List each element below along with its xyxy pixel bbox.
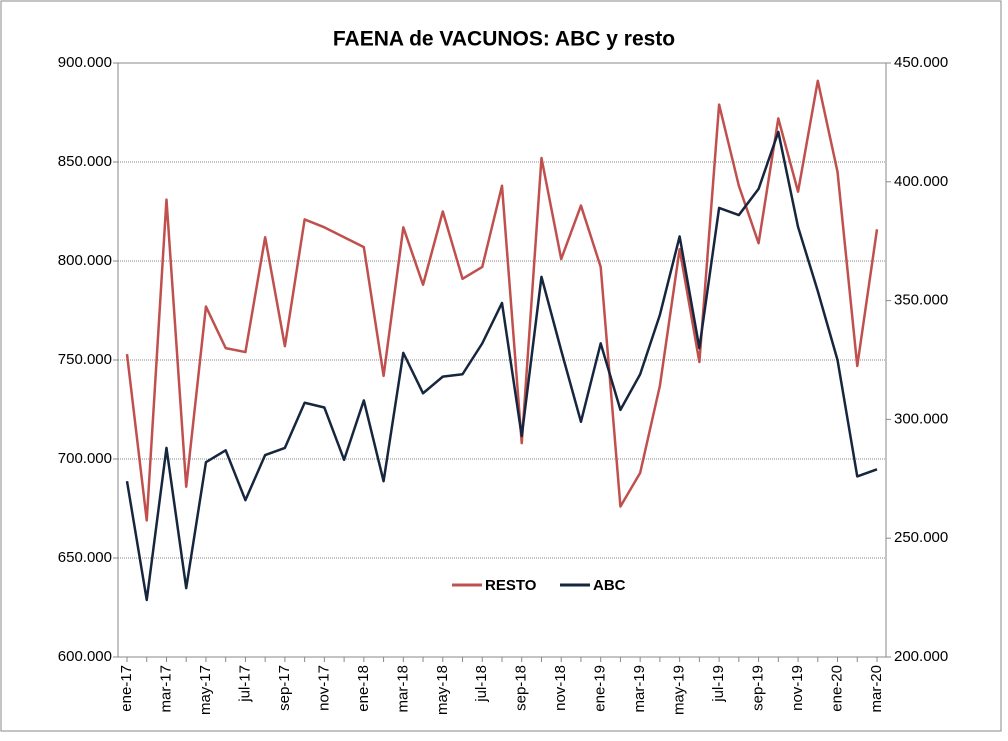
y-tick-label: 650.000 xyxy=(58,549,112,566)
chart-title: FAENA de VACUNOS: ABC y resto xyxy=(333,28,675,51)
x-tick-label: jul-19 xyxy=(710,665,727,703)
y2-tick-label: 450.000 xyxy=(894,54,948,71)
y-tick-label: 750.000 xyxy=(58,351,112,368)
x-tick-label: mar-19 xyxy=(631,665,648,713)
x-tick-label: ene-19 xyxy=(592,665,609,712)
y2-tick-label: 350.000 xyxy=(894,292,948,309)
x-tick-label: mar-18 xyxy=(394,665,411,713)
x-tick-label: may-17 xyxy=(197,665,214,715)
y-tick-label: 850.000 xyxy=(58,153,112,170)
y2-tick-label: 400.000 xyxy=(894,173,948,190)
y-tick-label: 600.000 xyxy=(58,648,112,665)
legend-label: ABC xyxy=(593,577,626,594)
y2-tick-label: 200.000 xyxy=(894,648,948,665)
y2-tick-label: 300.000 xyxy=(894,410,948,427)
x-tick-label: ene-20 xyxy=(828,665,845,712)
x-tick-label: mar-20 xyxy=(868,665,885,713)
x-tick-label: nov-18 xyxy=(552,665,569,711)
x-tick-label: may-19 xyxy=(671,665,688,715)
x-tick-label: sep-18 xyxy=(513,665,530,711)
y2-tick-label: 250.000 xyxy=(894,529,948,546)
legend-label: RESTO xyxy=(485,577,537,594)
y-tick-label: 800.000 xyxy=(58,252,112,269)
x-tick-label: may-18 xyxy=(434,665,451,715)
y-tick-label: 900.000 xyxy=(58,54,112,71)
series-line xyxy=(125,130,878,602)
x-tick-label: jul-17 xyxy=(236,665,253,703)
x-tick-label: sep-17 xyxy=(276,665,293,711)
series-line xyxy=(125,79,879,522)
x-tick-label: nov-17 xyxy=(315,665,332,711)
x-tick-label: ene-17 xyxy=(118,665,135,712)
x-tick-label: jul-18 xyxy=(473,665,490,703)
y-tick-label: 700.000 xyxy=(58,450,112,467)
x-tick-label: ene-18 xyxy=(355,665,372,712)
x-tick-label: sep-19 xyxy=(750,665,767,711)
x-tick-label: nov-19 xyxy=(789,665,806,711)
x-tick-label: mar-17 xyxy=(157,665,174,713)
